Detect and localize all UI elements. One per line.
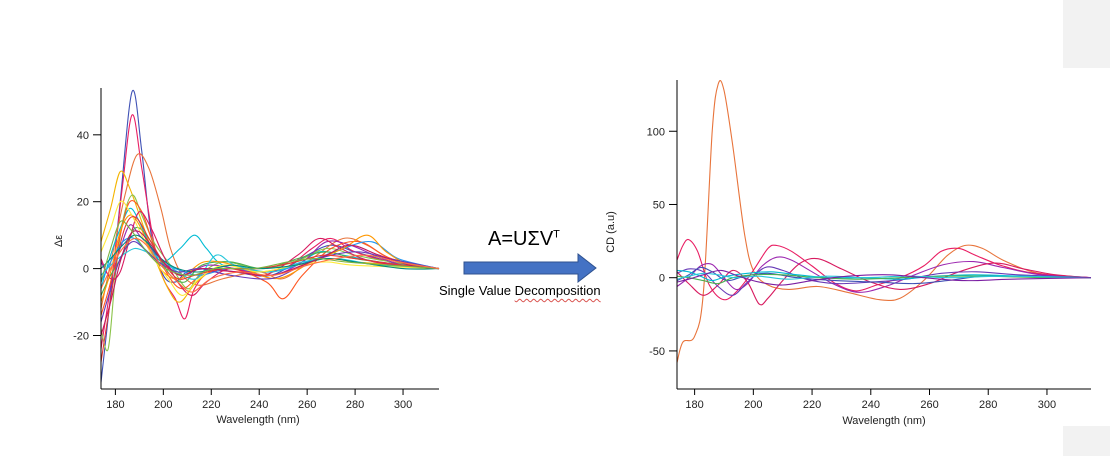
left-y-tick-label: 0 [83,264,89,276]
svd-caption: Single Value Decomposition [439,283,601,298]
top-right-shade [1063,0,1110,68]
right-x-tick-label: 300 [1038,399,1056,411]
left-series-line-s16 [100,216,440,363]
left-series-line-s19 [100,220,440,283]
left-series-line-s18 [100,230,440,336]
right-series-line-c1 [676,80,1092,363]
right-x-tick-label: 280 [979,399,997,411]
right-x-tick-label: 220 [803,399,821,411]
left-xlabel: Wavelength (nm) [216,414,299,426]
right-arrow-shape [463,252,597,284]
formula-superscript: T [553,228,560,241]
left-series-line-s7 [100,224,440,276]
left-y-tick-label: 40 [77,130,89,142]
left-x-tick-label: 260 [298,399,316,411]
right-series-line-c9 [676,272,1092,280]
right-x-tick-label: 200 [744,399,762,411]
left-x-tick-label: 180 [106,399,124,411]
left-series-line-s14 [100,200,440,296]
right-series-line-c7 [676,269,1092,282]
svd-formula: A=UΣVT [488,228,560,251]
right-y-tick-label: 100 [647,126,665,138]
right-series-line-c2 [676,238,1092,301]
right-x-tick-label: 180 [685,399,703,411]
left-series-line-s2 [100,114,440,349]
left-ylabel: Δε [53,235,65,247]
left-series-line-s9 [100,237,440,283]
right-x-tick-label: 240 [862,399,880,411]
right-ylabel: CD (a.u) [605,211,617,253]
left-axes: 180 200 220 240 260 280 300 -20 0 20 40 [73,88,439,411]
left-x-tick-label: 300 [394,399,412,411]
right-series-line-c10 [676,269,1092,286]
arrow-icon [463,252,597,284]
right-y-tick-label: -50 [649,346,665,358]
left-x-tick-label: 280 [346,399,364,411]
right-y-tick-label: 50 [653,199,665,211]
right-axes: 180 200 220 240 260 280 300 -50 0 50 100 [647,80,1091,411]
left-y-tick-label: -20 [73,330,89,342]
left-series-line-s20 [100,237,440,293]
left-series-line-s17 [100,234,440,273]
right-xlabel: Wavelength (nm) [842,415,925,427]
left-cd-chart: 180 200 220 240 260 280 300 -20 0 20 40 Δε Wavelen… [53,88,440,426]
left-series-line-s10 [100,226,440,296]
right-series-group [676,80,1092,363]
left-series-group [100,89,440,383]
left-x-tick-label: 240 [250,399,268,411]
left-series-line-s11 [100,211,440,296]
left-y-tick-label: 20 [77,197,89,209]
left-series-line-s12 [100,214,440,303]
formula-base: A=UΣV [488,228,554,250]
left-x-tick-label: 220 [202,399,220,411]
right-y-tick-label: 0 [659,273,665,285]
right-x-tick-label: 260 [920,399,938,411]
caption-start: Single Value [439,283,515,298]
caption-spellcheck-word: Decomposition [514,283,601,298]
left-x-tick-label: 200 [154,399,172,411]
left-series-line-s1 [100,89,440,383]
left-series-line-s3 [100,153,440,309]
right-series-line-c3 [676,256,1092,293]
bottom-right-shade [1063,426,1110,456]
